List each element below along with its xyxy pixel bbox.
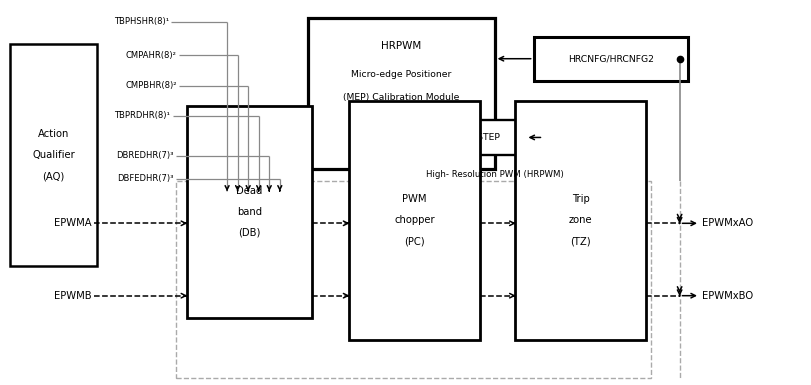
Text: EPWMxAO: EPWMxAO bbox=[702, 218, 753, 228]
Text: (PC): (PC) bbox=[404, 236, 425, 246]
Text: Dead: Dead bbox=[236, 186, 263, 196]
Bar bbox=[187, 106, 312, 318]
Text: (TZ): (TZ) bbox=[570, 236, 591, 246]
Bar bbox=[10, 44, 97, 266]
Bar bbox=[430, 120, 526, 155]
Text: EPWMB: EPWMB bbox=[54, 291, 92, 301]
Bar bbox=[308, 18, 495, 169]
Text: (MEP) Calibration Module: (MEP) Calibration Module bbox=[343, 93, 460, 102]
Text: CMPBHR(8)²: CMPBHR(8)² bbox=[125, 81, 177, 90]
Bar bbox=[176, 181, 651, 378]
Bar bbox=[349, 101, 480, 340]
Text: (AQ): (AQ) bbox=[42, 171, 65, 181]
Text: HRMSTEP: HRMSTEP bbox=[456, 133, 500, 142]
Text: chopper: chopper bbox=[394, 215, 435, 225]
Text: Action: Action bbox=[38, 129, 69, 139]
Text: PWM: PWM bbox=[402, 194, 427, 204]
Text: HRPWM: HRPWM bbox=[381, 41, 422, 51]
Text: CMPAHR(8)²: CMPAHR(8)² bbox=[126, 51, 177, 60]
Text: TBPHSHR(8)¹: TBPHSHR(8)¹ bbox=[114, 17, 169, 26]
Text: EPWMxBO: EPWMxBO bbox=[702, 291, 753, 301]
Text: High- Resolution PWM (HRPWM): High- Resolution PWM (HRPWM) bbox=[426, 170, 564, 179]
Bar bbox=[543, 120, 631, 155]
Bar bbox=[534, 37, 688, 81]
Text: Micro-edge Positioner: Micro-edge Positioner bbox=[351, 70, 452, 79]
Text: HRCNFG/HRCNFG2: HRCNFG/HRCNFG2 bbox=[568, 54, 654, 63]
Text: EPWMA: EPWMA bbox=[54, 218, 92, 228]
Text: zone: zone bbox=[569, 215, 593, 225]
Text: DBFEDHR(7)³: DBFEDHR(7)³ bbox=[117, 174, 174, 183]
Text: Trip: Trip bbox=[572, 194, 590, 204]
Text: (DB): (DB) bbox=[238, 228, 260, 238]
Text: DBREDHR(7)³: DBREDHR(7)³ bbox=[116, 151, 174, 160]
Text: band: band bbox=[237, 207, 262, 217]
Text: Qualifier: Qualifier bbox=[32, 150, 75, 160]
Bar bbox=[515, 101, 646, 340]
Text: TBPRDHR(8)¹: TBPRDHR(8)¹ bbox=[114, 111, 170, 120]
Text: HRPWR: HRPWR bbox=[570, 133, 604, 142]
